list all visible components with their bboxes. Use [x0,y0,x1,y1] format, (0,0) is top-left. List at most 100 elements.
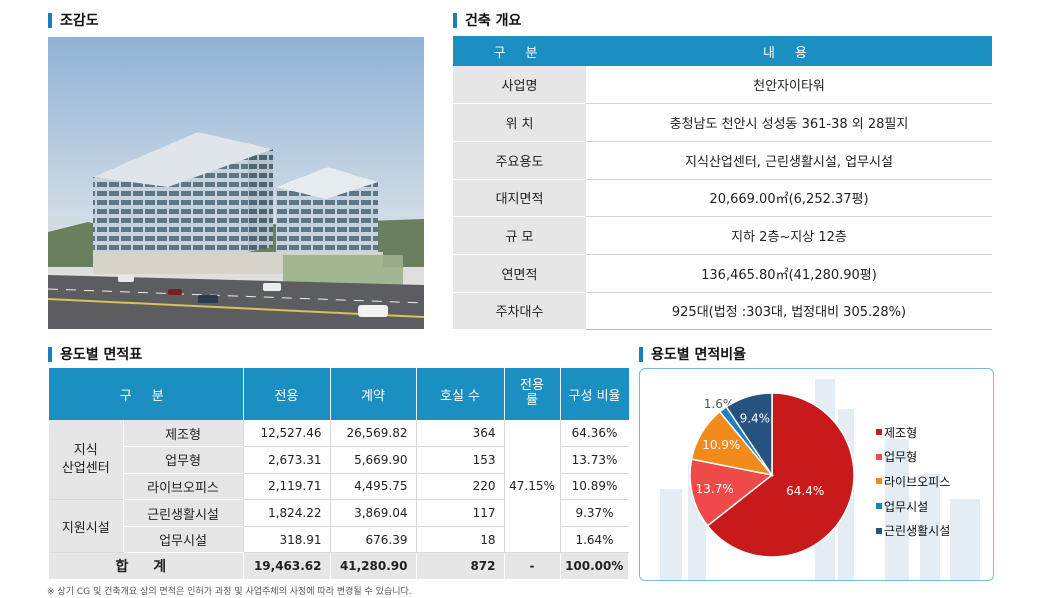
overview-value: 지하 2층~지상 12층 [586,216,992,255]
row-units: 18 [416,526,505,554]
row-name: 라이브오피스 [123,473,244,501]
title-bar [48,346,52,362]
table-row: 지원시설 근린생활시설 1,824.22 3,869.04 117 9.37% [49,499,629,554]
total-usage-rate: - [504,552,561,579]
legend-label: 업무형 [884,450,918,465]
overview-row: 위 치 충청남도 천안시 성성동 361-38 외 28필지 [453,103,992,142]
total-contract: 41,280.90 [330,552,417,579]
row-name: 업무시설 [123,526,244,554]
legend-swatch [876,527,882,534]
row-exclusive: 1,824.22 [243,499,331,527]
overview-value: 20,669.00㎡(6,252.37평) [586,179,992,218]
area-table-title-text: 용도별 면적표 [60,347,143,363]
pie-data-label: 64.4% [786,484,824,498]
overview-value: 천안자이타워 [586,66,992,105]
area-header-units: 호실 수 [416,368,505,420]
area-header-category: 구 분 [49,368,244,420]
legend-item: 근린생활시설 [876,518,950,543]
pie-data-label: 9.4% [740,412,771,426]
table-row: 라이브오피스 2,119.71 4,495.75 220 10.89% [49,473,629,501]
total-row: 합 계 19,463.62 41,280.90 872 - 100.00% [49,552,630,579]
overview-row: 주차대수 925대(법정 :303대, 법정대비 305.28%) [453,292,992,331]
overview-row: 연면적 136,465.80㎡(41,280.90평) [453,254,992,293]
overview-title-text: 건축 개요 [465,13,522,29]
row-ratio: 64.36% [560,420,629,448]
legend-swatch [876,453,882,460]
row-ratio: 13.73% [560,446,629,474]
row-exclusive: 2,119.71 [243,473,331,501]
birdseye-title: 조감도 [48,10,99,30]
total-units: 872 [416,552,505,579]
area-header-contract: 계약 [330,368,417,420]
area-header-ratio: 구성 비율 [560,368,629,420]
row-contract: 4,495.75 [330,473,417,501]
overview-label: 위 치 [453,103,586,142]
title-bar [639,346,643,362]
row-units: 220 [416,473,505,501]
total-ratio: 100.00% [560,552,630,579]
legend-swatch [876,478,882,485]
overview-label: 주차대수 [453,292,586,331]
table-row: 업무형 2,673.31 5,669.90 153 13.73% [49,446,629,474]
row-exclusive: 318.91 [243,526,331,554]
area-table-title: 용도별 면적표 [48,344,142,364]
row-name: 근린생활시설 [123,499,244,527]
legend-item: 업무형 [876,445,950,470]
overview-label: 규 모 [453,216,586,255]
table-row: 지식 산업센터 제조형 12,527.46 26,569.82 364 47.1… [49,420,629,554]
legend-swatch [876,429,882,436]
row-ratio: 1.64% [560,526,629,554]
row-contract: 3,869.04 [330,499,417,527]
row-name: 업무형 [123,446,244,474]
overview-label: 사업명 [453,66,586,105]
row-exclusive: 12,527.46 [243,420,331,448]
legend-label: 업무시설 [884,499,929,514]
row-units: 153 [416,446,505,474]
title-bar [453,12,457,28]
row-units: 117 [416,499,505,527]
row-contract: 5,669.90 [330,446,417,474]
overview-label: 대지면적 [453,179,586,218]
overview-value: 136,465.80㎡(41,280.90평) [586,254,992,293]
table-row: 업무시설 318.91 676.39 18 1.64% [49,526,629,554]
overview-value: 925대(법정 :303대, 법정대비 305.28%) [586,292,992,331]
overview-value: 충청남도 천안시 성성동 361-38 외 28필지 [586,103,992,142]
row-ratio: 9.37% [560,499,629,527]
legend-label: 라이브오피스 [884,474,951,489]
area-ratio-title: 용도별 면적비율 [639,344,746,364]
overview-row: 대지면적 20,669.00㎡(6,252.37평) [453,179,992,218]
overview-value: 지식산업센터, 근린생활시설, 업무시설 [586,141,992,180]
legend-item: 제조형 [876,420,950,445]
birdseye-title-text: 조감도 [60,13,99,29]
overview-header-category: 구 분 [453,36,586,66]
pie-slice-5 [725,392,773,478]
overview-label: 연면적 [453,254,586,293]
pie-slice-2 [689,458,774,527]
birdseye-rendering [48,37,424,329]
overview-title: 건축 개요 [453,10,521,30]
total-exclusive: 19,463.62 [243,552,331,579]
pie-data-label: 13.7% [696,482,734,496]
overview-row: 규 모 지하 2층~지상 12층 [453,216,992,255]
area-ratio-chart-panel: 64.4% 13.7% 10.9% 1.6% 9.4% 제조형 업무형 라이브오피스 업무시설… [639,368,994,581]
legend-label: 근린생활시설 [884,524,951,539]
overview-header-row: 구 분 내 용 [453,36,992,66]
pie-chart: 64.4%13.7%10.9%1.6%9.4% [689,392,855,558]
row-ratio: 10.89% [560,473,629,501]
overview-row: 사업명 천안자이타워 [453,66,992,105]
group-label-support: 지원시설 [49,499,124,554]
area-header-exclusive: 전용 [243,368,331,420]
row-name: 제조형 [123,420,244,448]
area-table: 구 분 전용 계약 호실 수 전용 률 구성 비율 지식 산업센터 제조형 12… [49,368,630,579]
legend-item: 업무시설 [876,494,950,519]
area-header-row: 구 분 전용 계약 호실 수 전용 률 구성 비율 [49,368,629,420]
total-label: 합 계 [49,552,244,579]
overview-table: 구 분 내 용 사업명 천안자이타워 위 치 충청남도 천안시 성성동 361-38… [453,36,992,331]
legend-swatch [876,503,882,510]
area-header-usage-rate: 전용 률 [504,368,561,420]
group-label-knowledge-center: 지식 산업센터 [49,420,124,501]
overview-header-content: 내 용 [586,36,992,66]
row-exclusive: 2,673.31 [243,446,331,474]
title-bar [48,12,52,28]
